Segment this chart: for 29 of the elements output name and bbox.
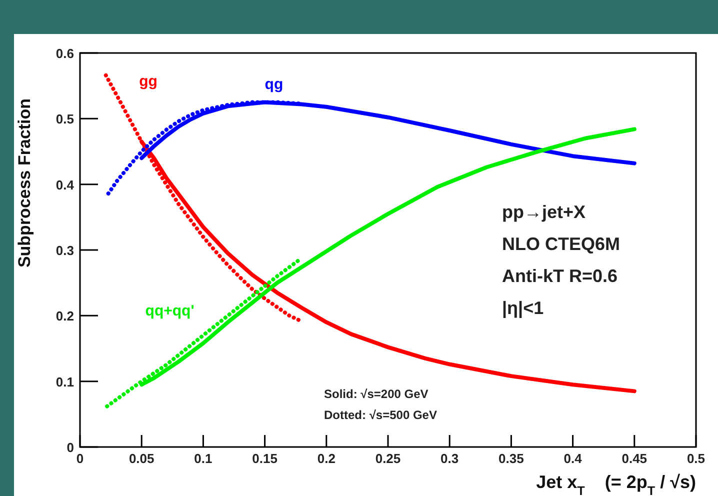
- y-tick-label: 0.3: [56, 243, 74, 258]
- series-label: qq+qq': [145, 302, 194, 320]
- x-tick-label: 0.1: [194, 451, 212, 466]
- x-tick-label: 0.45: [622, 451, 648, 466]
- x-tick-label: 0.05: [128, 451, 154, 466]
- x-tick-label: 0: [76, 451, 84, 466]
- x-tick-label: 0.2: [317, 451, 336, 466]
- y-tick-label: 0.6: [56, 46, 74, 61]
- y-tick-label: 0.2: [56, 308, 74, 324]
- text: Jet x$_{T}$ (= 2p$_{T}$ / √s): [536, 472, 696, 496]
- x-tick-label: 0.15: [252, 451, 278, 466]
- annotation: NLO CTEQ6M: [502, 234, 620, 254]
- annotation: Dotted: √s=500 GeV: [324, 408, 437, 422]
- x-tick-label: 0.3: [440, 451, 459, 466]
- x-tick-label: 0.4: [564, 451, 583, 466]
- y-tick-label: 0.4: [56, 177, 75, 192]
- annotation: Solid: √s=200 GeV: [324, 387, 428, 401]
- text: gg: [139, 72, 158, 90]
- x-tick-label: 0.35: [498, 451, 524, 466]
- annotation: pp→jet+X: [502, 202, 586, 222]
- y-tick-label: 0.5: [56, 112, 74, 127]
- series-label: qg: [264, 76, 284, 94]
- y-axis-title: Subprocess Fraction: [15, 98, 34, 268]
- annotation: |η|<1: [502, 298, 544, 318]
- annotation: Anti-kT R=0.6: [502, 266, 618, 286]
- x-tick-label: 0.5: [686, 451, 706, 466]
- y-tick-label: 0.1: [56, 374, 74, 390]
- y-tick-label: 0: [66, 440, 74, 455]
- x-tick-label: 0.25: [375, 451, 401, 466]
